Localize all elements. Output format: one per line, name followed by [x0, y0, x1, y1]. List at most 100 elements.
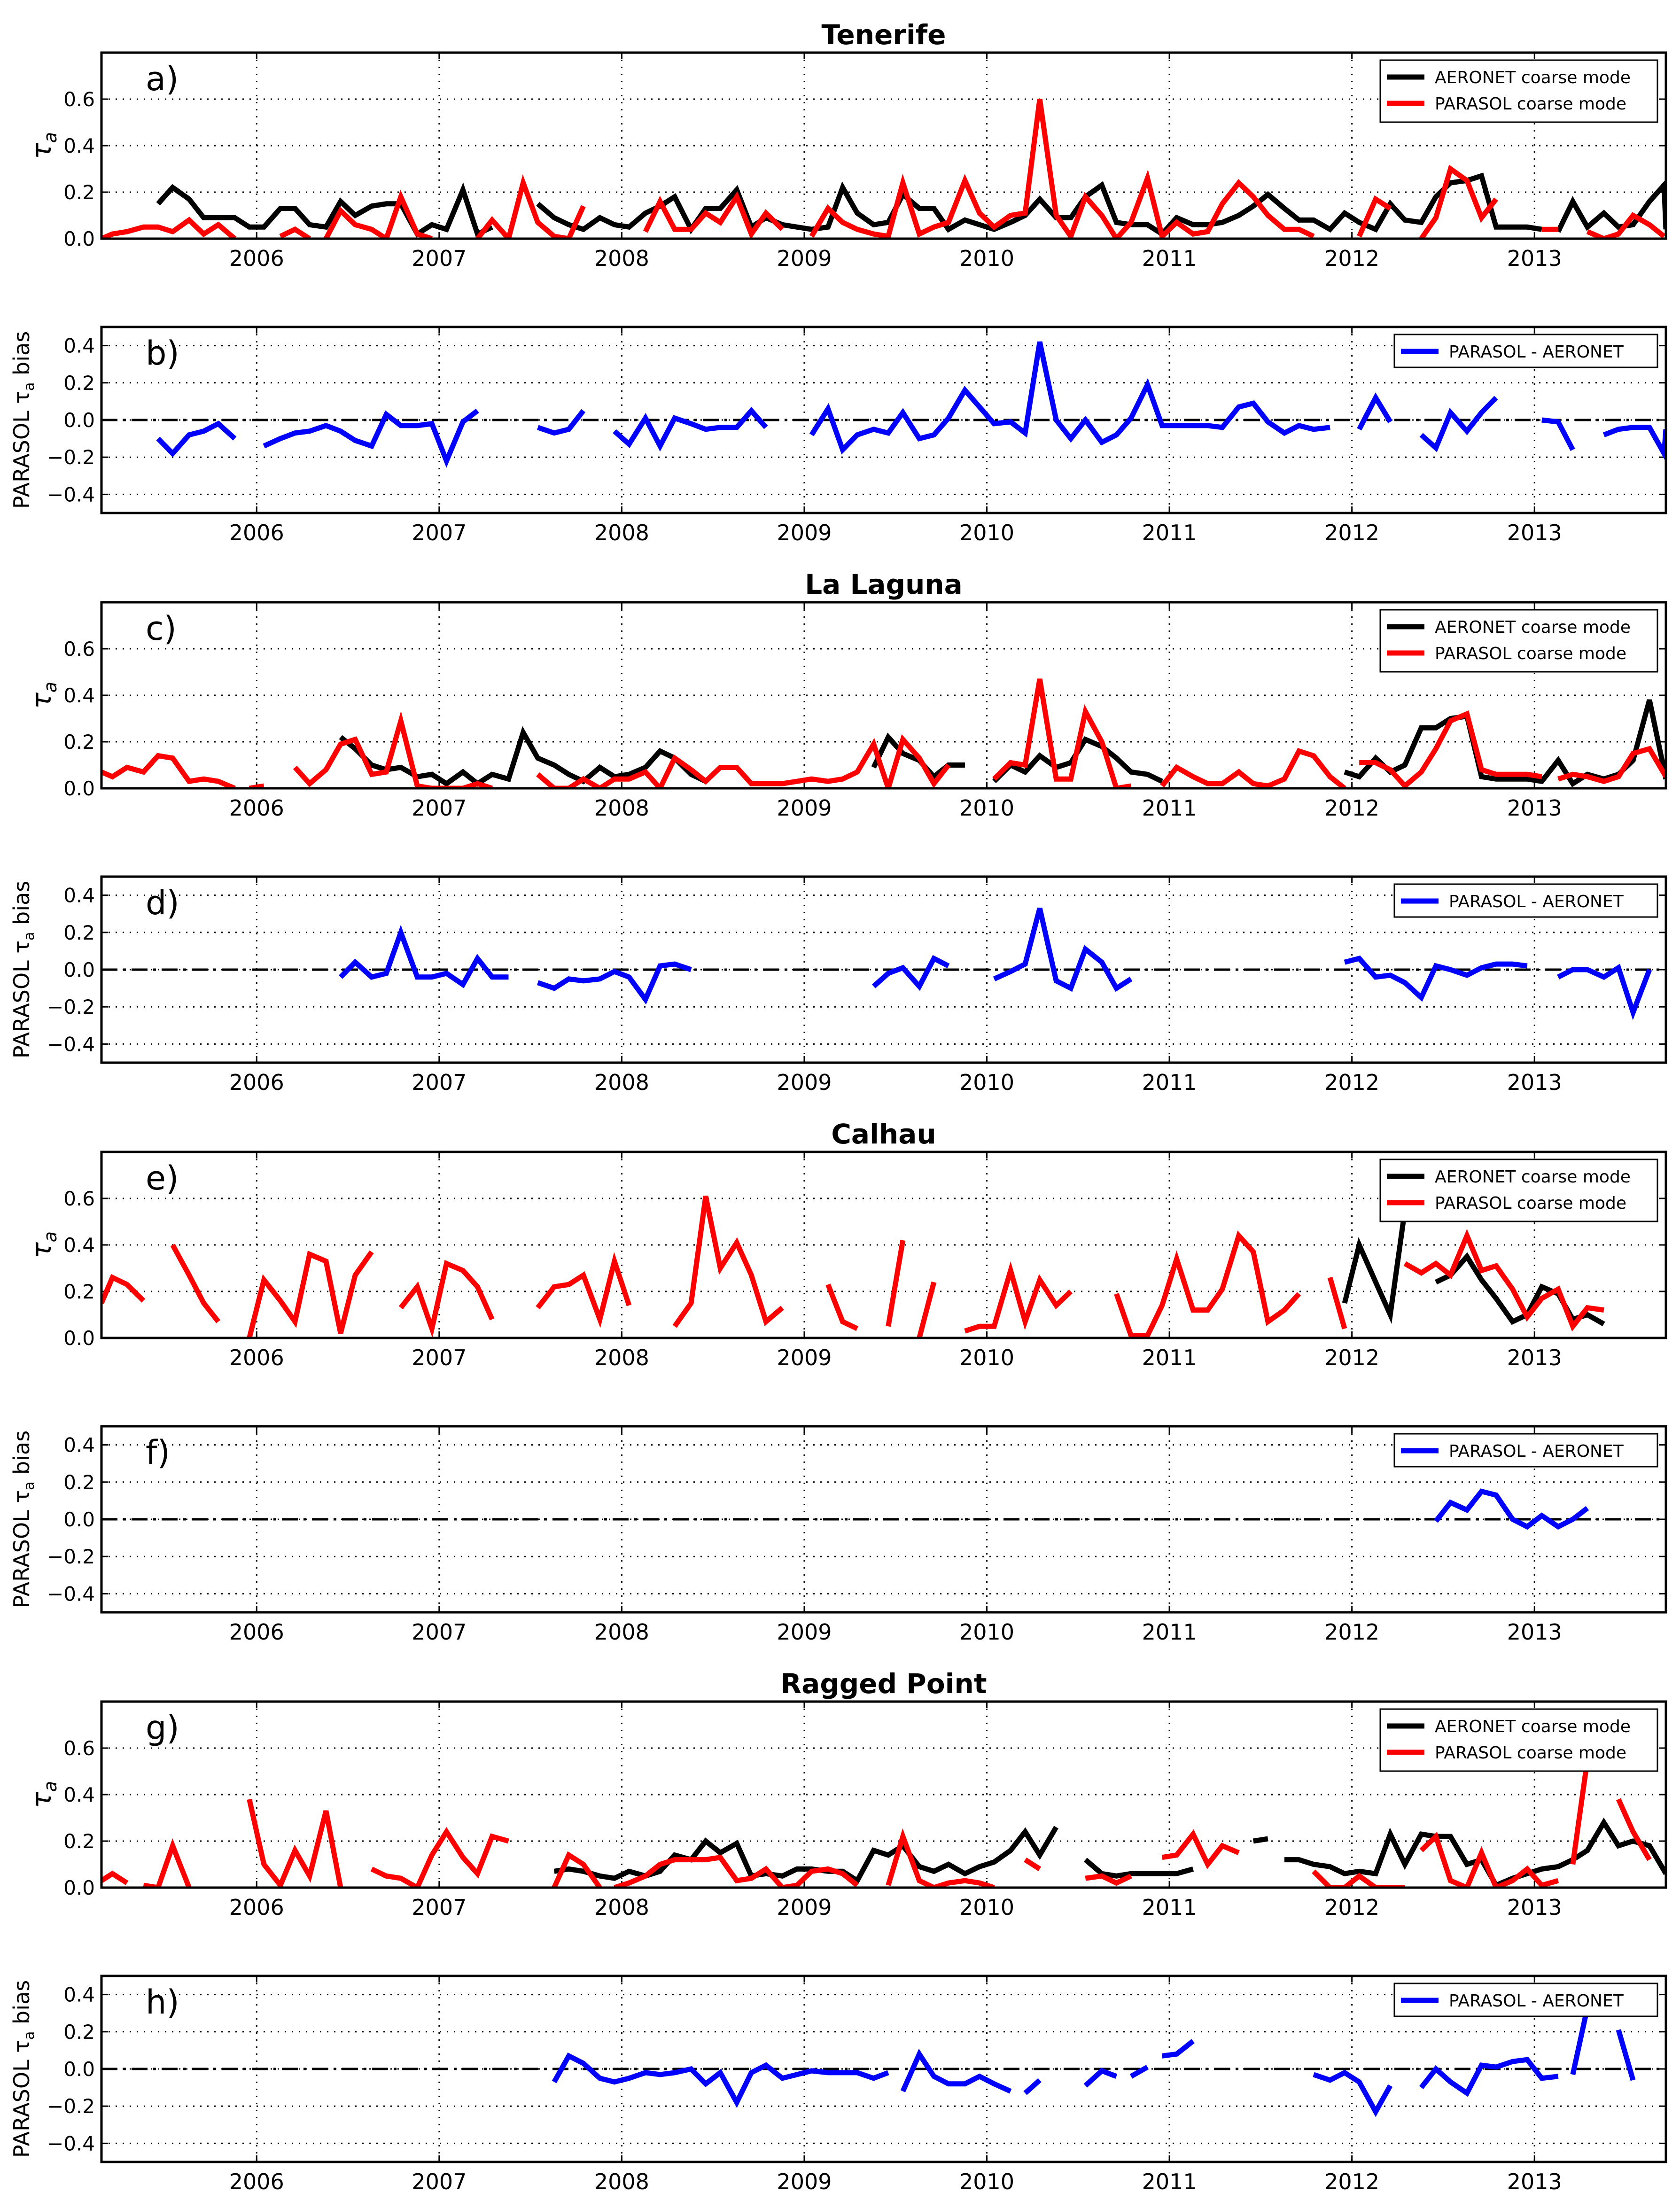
x-tick-label: 2009: [777, 1895, 832, 1920]
legend: AERONET coarse mode PARASOL coarse mode: [1379, 609, 1658, 673]
series-line-parasol-coarse-mode: [809, 99, 1315, 239]
series-line-parasol-aeronet: [1161, 2039, 1195, 2059]
x-tick-label: 2007: [412, 1619, 467, 1645]
x-tick-label: 2006: [229, 2169, 284, 2194]
legend-box: [1379, 59, 1658, 123]
plot-frame: [100, 51, 1667, 240]
x-tick-label: 2013: [1507, 1070, 1562, 1095]
series-line-aeronet-coarse-mode: [339, 726, 707, 787]
x-tick-label: 2010: [959, 795, 1014, 821]
y-axis-label-tau: τ: [25, 142, 57, 159]
plot-frame: [100, 1151, 1667, 1339]
y-tick-label: 0.0: [63, 1508, 95, 1531]
x-tick-label: 2008: [594, 795, 649, 821]
x-tick-label: 2006: [229, 795, 284, 821]
series-line-parasol-aeronet: [1344, 956, 1528, 1002]
x-tick-label: 2007: [412, 1345, 467, 1370]
legend-box: [1393, 1433, 1658, 1468]
series-line-aeronet-coarse-mode: [1435, 1252, 1605, 1327]
y-tick-label: 0.6: [63, 88, 95, 111]
y-tick-label: 0.2: [63, 1830, 95, 1853]
x-tick-label: 2013: [1507, 246, 1562, 271]
series-line-parasol-coarse-mode: [398, 1259, 495, 1338]
x-tick-label: 2010: [959, 1895, 1014, 1920]
panel-d: 2006 2007 2008 2009 2010 2011 2012 2013 −0.4 −0.2…: [9, 875, 1667, 1095]
panel-label: b): [146, 334, 179, 373]
y-axis-label-suffix: bias: [9, 331, 34, 382]
y-tick-label: 0.0: [63, 1327, 95, 1350]
y-axis-label-sub: a: [21, 2031, 38, 2040]
series-line-parasol-coarse-mode: [1419, 1832, 1559, 1888]
series-line-parasol-aeronet: [900, 2048, 1012, 2094]
y-tick-label: 0.4: [63, 1983, 95, 2006]
x-tick-label: 2013: [1507, 1895, 1562, 1920]
series-line-parasol-coarse-mode: [1024, 1857, 1042, 1872]
x-tick-label: 2013: [1507, 1619, 1562, 1645]
series-line-parasol-coarse-mode: [643, 191, 785, 239]
x-tick-label: 2008: [594, 2169, 649, 2194]
series-line-parasol-coarse-mode: [1161, 1829, 1240, 1869]
plot-frame: [100, 1700, 1667, 1889]
plot-frame: [100, 326, 1667, 514]
y-axis-label-sub: a: [40, 1781, 61, 1792]
x-tick-label: 2012: [1324, 1070, 1379, 1095]
y-axis-label: τa: [25, 682, 61, 709]
legend-entry: PARASOL coarse mode: [1435, 1194, 1626, 1213]
series-line-parasol-coarse-mode: [1327, 1276, 1347, 1329]
panel-g: Ragged Point 2006 2007 2008 2009 2010 2011 2012…: [25, 1668, 1667, 1920]
x-tick-label: 2010: [959, 1619, 1014, 1645]
series-line-parasol-aeronet: [1129, 2065, 1149, 2079]
series-line-aeronet-coarse-mode: [156, 182, 493, 238]
x-tick-label: 2007: [412, 1895, 467, 1920]
legend: PARASOL - AERONET: [1393, 1433, 1658, 1468]
x-tick-label: 2013: [1507, 1345, 1562, 1370]
y-axis-label-main: PARASOL τ: [9, 2040, 34, 2158]
y-tick-label: 0.2: [63, 731, 95, 754]
series-line-aeronet-coarse-mode: [1284, 1817, 1666, 1888]
series-line-parasol-coarse-mode: [143, 1838, 192, 1888]
series-line-aeronet-coarse-mode: [1083, 1858, 1194, 1879]
series-group: [339, 907, 1652, 1020]
series-line-parasol-aeronet: [1313, 2069, 1393, 2117]
y-axis-label: τa: [25, 132, 61, 159]
legend-entry: AERONET coarse mode: [1435, 1167, 1631, 1187]
series-line-parasol-coarse-mode: [886, 1828, 995, 1888]
x-tick-label: 2006: [229, 246, 284, 271]
x-tick-label: 2012: [1324, 246, 1379, 271]
legend: AERONET coarse mode PARASOL coarse mode: [1379, 59, 1658, 123]
y-tick-label: −0.4: [47, 1033, 95, 1056]
y-tick-label: 0.6: [63, 1737, 95, 1760]
x-tick-label: 2006: [229, 1895, 284, 1920]
series-line-aeronet-coarse-mode: [1342, 1210, 1408, 1324]
series-line-parasol-aeronet: [1419, 396, 1498, 452]
x-tick-label: 2009: [777, 520, 832, 545]
series-group: [101, 1196, 1605, 1338]
y-tick-label: −0.2: [47, 446, 95, 469]
series-line-parasol-coarse-mode: [917, 1281, 937, 1338]
series-line-parasol-aeronet: [1602, 425, 1666, 462]
y-axis-label: τa: [25, 1231, 61, 1259]
y-tick-label: 0.0: [63, 409, 95, 432]
series-line-parasol-coarse-mode: [324, 189, 433, 239]
series-line-parasol-coarse-mode: [247, 1798, 343, 1888]
x-tick-label: 2010: [959, 1070, 1014, 1095]
y-tick-label: 0.0: [63, 958, 95, 981]
legend-entry: PARASOL coarse mode: [1435, 94, 1626, 114]
series-line-parasol-coarse-mode: [992, 678, 1132, 788]
x-tick-label: 2010: [959, 1345, 1014, 1370]
x-tick-label: 2011: [1142, 1619, 1197, 1645]
series-line-parasol-aeronet: [1557, 964, 1652, 1020]
x-tick-label: 2012: [1324, 1345, 1379, 1370]
series-line-parasol-coarse-mode: [614, 1854, 859, 1888]
x-tick-label: 2007: [412, 246, 467, 271]
panel-title: Calhau: [831, 1118, 936, 1150]
series-line-parasol-aeronet: [263, 408, 479, 468]
series-group: [552, 2007, 1636, 2117]
legend: AERONET coarse mode PARASOL coarse mode: [1379, 1158, 1658, 1222]
x-tick-label: 2012: [1324, 795, 1379, 821]
series-line-parasol-aeronet: [871, 955, 950, 991]
y-axis-label-sub: a: [40, 682, 61, 692]
y-tick-label: 0.4: [63, 684, 95, 707]
series-line-parasol-coarse-mode: [1570, 1759, 1590, 1865]
